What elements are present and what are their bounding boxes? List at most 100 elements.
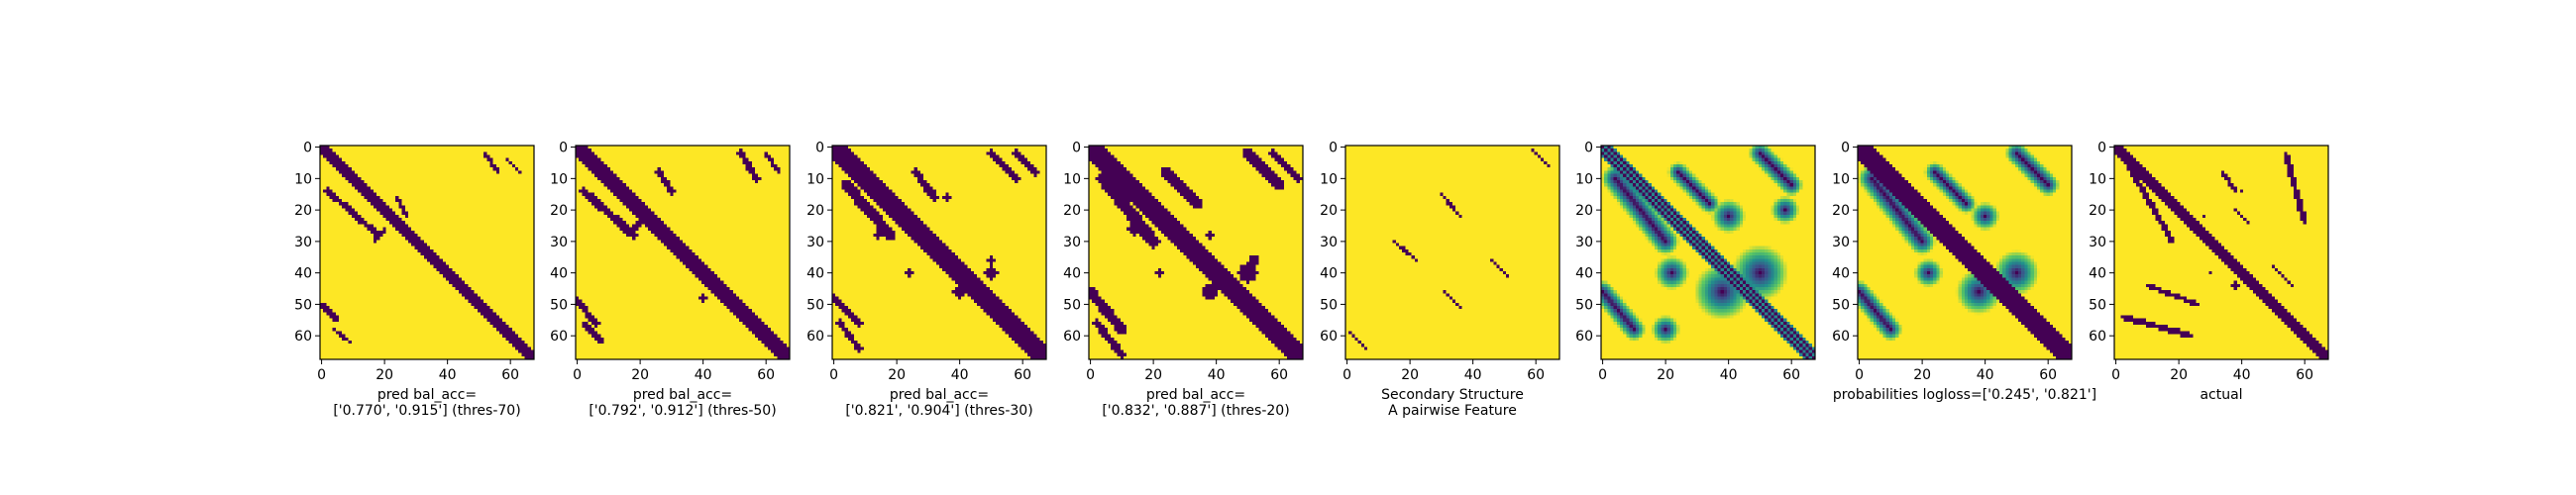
y-tick-label: 30 [294,235,312,250]
x-axis-label: pred bal_acc= [377,387,477,403]
y-tick-label: 0 [1329,141,1338,156]
y-tick-label: 50 [550,297,568,313]
y-tick-label: 30 [550,235,568,250]
x-tick-label: 60 [1014,367,1031,383]
x-tick-label: 0 [1342,367,1351,383]
y-tick-label: 40 [806,266,824,282]
y-tick-label: 0 [1584,141,1593,156]
y-tick-label: 0 [303,141,312,156]
x-axis-label: pred bal_acc= [890,387,989,403]
axes-frame [1344,145,1560,360]
y-tick-label: 0 [2097,141,2106,156]
y-tick-label: 10 [550,171,568,187]
y-tick-label: 20 [1320,203,1338,219]
y-tick-label: 60 [1063,329,1081,345]
y-tick-label: 0 [1841,141,1850,156]
subplot-1: 0 20 40 60 0 10 20 30 40 50 60 pred bal_acc=['0.770… [294,141,535,419]
heatmap-image [832,146,1046,359]
axes-frame [2113,145,2329,360]
x-axis-label: A pairwise Feature [1388,403,1517,419]
subplot-2: 0 20 40 60 0 10 20 30 40 50 60 pred bal_acc=['0.792… [550,141,791,419]
x-axis-label: ['0.770', '0.915'] (thres-70) [333,403,520,419]
x-tick-label: 40 [1977,367,1994,383]
heatmap-image [1089,146,1303,359]
y-tick-label: 0 [559,141,568,156]
x-tick-label: 0 [829,367,838,383]
x-axis-label: ['0.832', '0.887'] (thres-20) [1102,403,1289,419]
y-tick-label: 20 [806,203,824,219]
y-tick-label: 40 [550,266,568,282]
x-tick-label: 60 [2296,367,2313,383]
y-tick-label: 10 [294,171,312,187]
x-tick-label: 20 [1144,367,1162,383]
y-tick-label: 20 [550,203,568,219]
x-tick-label: 60 [501,367,519,383]
x-tick-label: 60 [2039,367,2057,383]
x-tick-label: 40 [1720,367,1738,383]
y-tick-label: 10 [1063,171,1081,187]
heatmap-image [1345,146,1559,359]
y-tick-label: 30 [806,235,824,250]
x-tick-label: 40 [695,367,712,383]
y-tick-label: 50 [1063,297,1081,313]
heatmap-image [576,146,790,359]
x-tick-label: 20 [2170,367,2188,383]
y-tick-label: 60 [1320,329,1338,345]
axes-frame [831,145,1047,360]
y-tick-label: 30 [1063,235,1081,250]
y-tick-label: 50 [1575,297,1593,313]
y-tick-label: 50 [806,297,824,313]
y-tick-label: 50 [1832,297,1850,313]
y-tick-label: 30 [1320,235,1338,250]
x-axis-label: probabilities logloss=['0.245', '0.821'] [1833,387,2096,403]
y-tick-label: 60 [550,329,568,345]
axes-frame [1857,145,2073,360]
x-tick-label: 0 [573,367,582,383]
y-tick-label: 60 [1575,329,1593,345]
x-axis-label: pred bal_acc= [633,387,732,403]
y-tick-label: 40 [1575,266,1593,282]
x-tick-label: 40 [1464,367,1482,383]
y-tick-label: 60 [2089,329,2106,345]
subplot-3: 0 20 40 60 0 10 20 30 40 50 60 pred bal_acc=['0.821… [806,141,1047,419]
y-tick-label: 50 [2089,297,2106,313]
x-tick-label: 20 [1913,367,1931,383]
subplot-7: 0 20 40 60 0 10 20 30 40 50 60 probabilities loglos… [1832,141,2096,403]
axes-frame [575,145,791,360]
x-tick-label: 20 [631,367,649,383]
y-tick-label: 10 [1575,171,1593,187]
y-tick-label: 30 [1832,235,1850,250]
x-tick-label: 0 [1086,367,1095,383]
x-axis-label: actual [2200,387,2242,403]
x-tick-label: 20 [888,367,906,383]
x-tick-label: 40 [439,367,457,383]
y-tick-label: 20 [1063,203,1081,219]
y-tick-label: 60 [294,329,312,345]
x-tick-label: 60 [1782,367,1800,383]
subplot-8: 0 20 40 60 0 10 20 30 40 50 60 actual [2089,141,2329,403]
axes-frame [1088,145,1304,360]
heatmap-image [1858,146,2072,359]
subplot-6: 0 20 40 60 0 10 20 30 40 50 60 [1575,141,1816,383]
y-tick-label: 30 [1575,235,1593,250]
y-tick-label: 0 [815,141,824,156]
y-tick-label: 30 [2089,235,2106,250]
y-tick-label: 50 [1320,297,1338,313]
x-tick-label: 60 [757,367,775,383]
x-tick-label: 20 [1401,367,1419,383]
y-tick-label: 10 [2089,171,2106,187]
y-tick-label: 20 [294,203,312,219]
x-tick-label: 0 [1598,367,1607,383]
y-tick-label: 20 [1832,203,1850,219]
y-tick-label: 40 [1832,266,1850,282]
y-tick-label: 40 [1063,266,1081,282]
axes-frame [319,145,535,360]
y-tick-label: 40 [294,266,312,282]
y-tick-label: 10 [1320,171,1338,187]
y-tick-label: 40 [1320,266,1338,282]
heatmap-image [2114,146,2328,359]
x-axis-label: ['0.792', '0.912'] (thres-50) [589,403,776,419]
